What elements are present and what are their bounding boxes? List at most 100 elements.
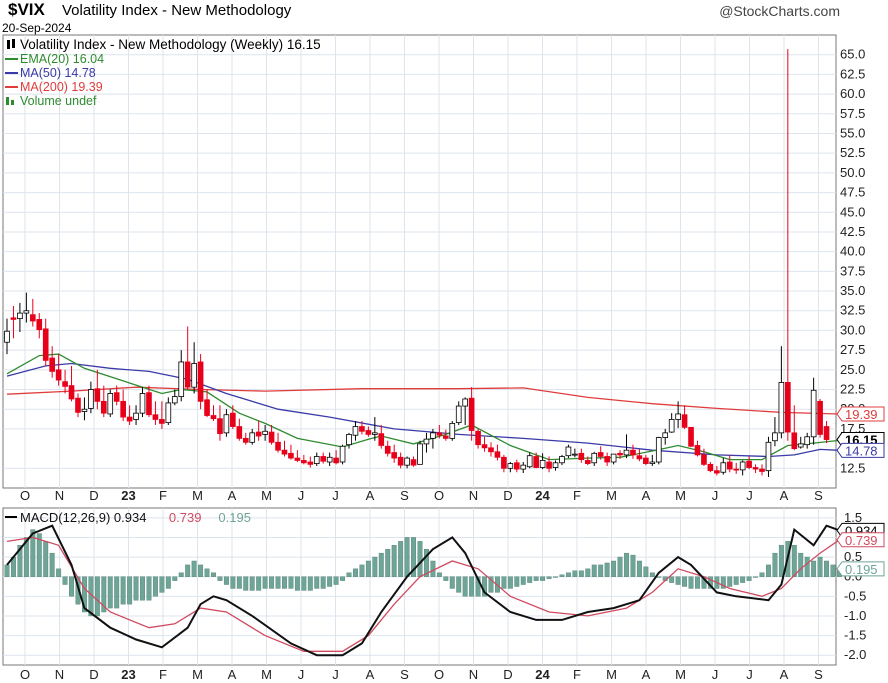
price-y-tick: 52.5 <box>840 145 865 160</box>
candle-body <box>681 414 688 428</box>
price-y-tick: 50.0 <box>840 165 865 180</box>
macd-histogram-bar <box>269 576 275 589</box>
price-y-tick: 55.0 <box>840 125 865 140</box>
candle-body <box>372 432 378 435</box>
candle-body <box>159 419 165 424</box>
price-y-tick: 40.0 <box>840 244 865 259</box>
macd-histogram-bar <box>604 562 610 577</box>
macd-x-tick: J <box>332 667 339 682</box>
candle-body <box>823 426 830 440</box>
macd-last-value-tag <box>836 561 885 577</box>
candle-body <box>572 453 578 456</box>
candle-body <box>617 452 623 456</box>
candle-body <box>791 432 798 450</box>
macd-histogram-bar <box>449 576 455 589</box>
ma200-line <box>6 386 840 415</box>
price-y-tick: 30.0 <box>840 322 865 337</box>
candle-body <box>442 435 449 439</box>
macd-histogram-bar <box>127 576 133 605</box>
macd-y-tick: 1.5 <box>844 510 862 525</box>
price-y-tick: 57.5 <box>840 106 865 121</box>
macd-x-tick: N <box>55 667 64 682</box>
candle-body <box>468 397 475 431</box>
macd-histogram-bar <box>191 560 197 577</box>
macd-histogram-bar <box>114 576 120 609</box>
candle-body <box>455 405 462 424</box>
candle-body <box>217 418 223 435</box>
candle-body <box>733 468 740 471</box>
macd-x-tick: S <box>400 667 409 682</box>
macd-histogram-bar <box>140 576 145 601</box>
candle-body <box>417 443 423 465</box>
candle-body <box>520 464 527 470</box>
macd-x-tick: A <box>642 667 651 682</box>
candle-body <box>10 317 17 320</box>
price-y-tick: 47.5 <box>840 185 865 200</box>
macd-histogram-bar <box>488 576 494 593</box>
macd-histogram-bar <box>798 552 804 577</box>
macd-histogram-bar <box>159 576 165 593</box>
candle-body <box>242 437 249 443</box>
macd-histogram-bar <box>230 576 236 589</box>
macd-histogram-bar <box>649 572 655 577</box>
candle-body <box>178 361 185 398</box>
price-x-tick: N <box>469 488 478 503</box>
macd-histogram-bar <box>462 576 468 597</box>
macd-histogram-bar <box>256 576 262 591</box>
candle-body <box>210 415 217 420</box>
macd-histogram-bar <box>559 574 565 577</box>
candle-body <box>584 460 591 464</box>
macd-histogram-bar <box>469 576 475 597</box>
candle-body <box>701 454 707 465</box>
candle-body <box>423 438 430 445</box>
chart-title: Volatility Index - New Methodology <box>62 2 292 19</box>
price-y-tick: 42.5 <box>840 224 865 239</box>
last-value-tag <box>836 442 885 458</box>
candle-body <box>301 460 307 464</box>
candle-body <box>804 436 811 446</box>
price-x-tick: J <box>298 488 305 503</box>
macd-histogram-bar <box>733 576 739 585</box>
candle-body <box>817 400 823 435</box>
candle-body <box>307 461 314 465</box>
macd-histogram-bar <box>475 576 481 597</box>
candle-body <box>281 449 288 455</box>
macd-histogram-bar <box>527 576 533 583</box>
macd-x-tick: M <box>606 667 617 682</box>
macd-histogram-bar <box>591 564 597 577</box>
macd-histogram-bar <box>688 576 694 589</box>
macd-histogram-bar <box>301 576 307 591</box>
macd-histogram-bar <box>675 576 681 585</box>
last-value-tag <box>836 406 885 422</box>
candle-body <box>810 389 817 438</box>
macd-histogram-bar <box>49 552 55 577</box>
macd-histogram-bar <box>636 560 642 577</box>
candle-body <box>113 392 120 402</box>
candle-body <box>552 462 559 468</box>
candle-body <box>29 314 36 322</box>
candle-body <box>404 457 410 466</box>
macd-y-tick: -0.5 <box>844 588 866 603</box>
macd-x-tick: A <box>780 667 789 682</box>
macd-x-tick: J <box>298 667 305 682</box>
macd-histogram-bar <box>282 576 287 589</box>
candle-body <box>100 400 107 414</box>
macd-histogram-bar <box>766 564 771 577</box>
candle-body <box>288 452 294 459</box>
macd-histogram-bar <box>262 576 268 589</box>
price-x-tick: D <box>89 488 98 503</box>
candle-body <box>139 393 146 414</box>
price-x-tick: A <box>642 488 651 503</box>
macd-histogram-bar <box>740 576 746 583</box>
price-y-tick: 62.5 <box>840 66 865 81</box>
candle-body <box>268 431 275 443</box>
candle-body <box>249 432 256 443</box>
macd-histogram-bar <box>669 576 675 583</box>
macd-histogram-bar <box>198 564 204 577</box>
price-x-tick: S <box>400 488 409 503</box>
macd-histogram-bar <box>585 568 591 577</box>
price-x-tick: N <box>55 488 64 503</box>
candle-icon <box>7 40 10 49</box>
price-x-tick: J <box>712 488 719 503</box>
candle-body <box>17 312 23 320</box>
